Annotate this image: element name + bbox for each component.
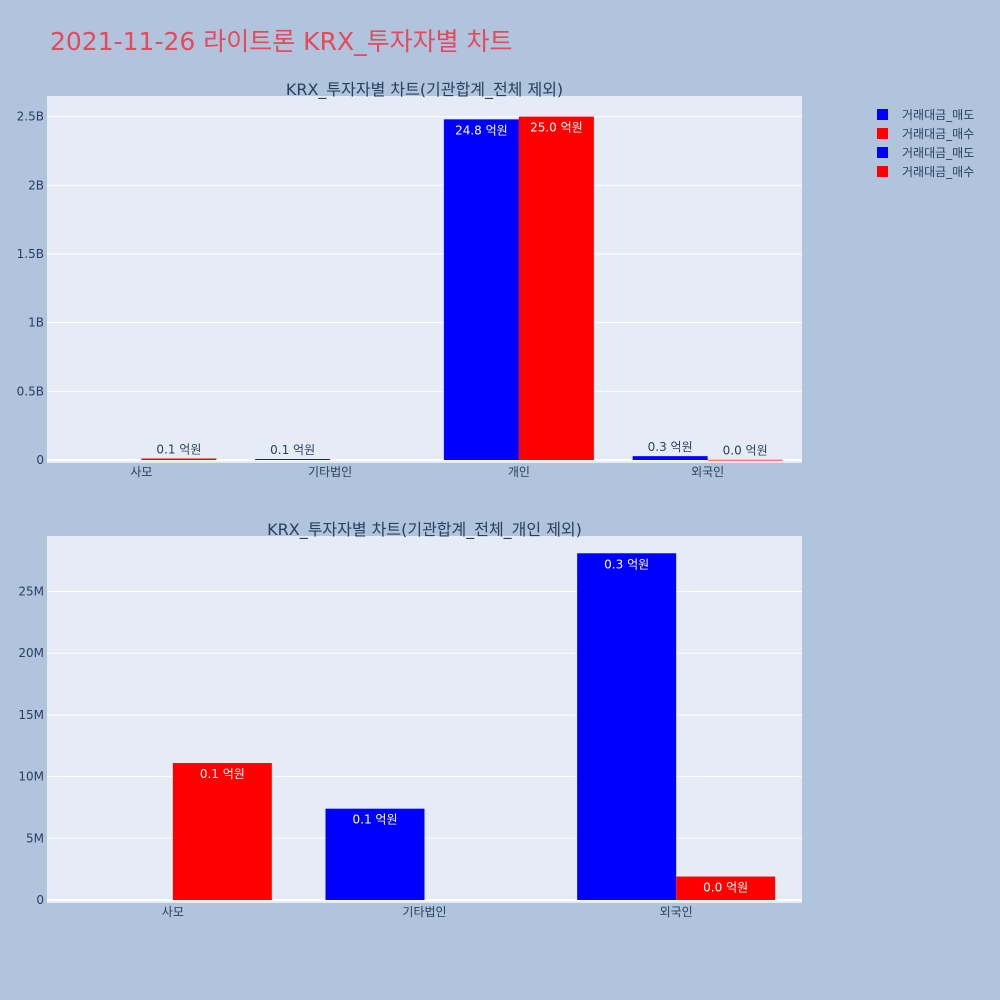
y-tick-label: 15M [18,708,44,722]
legend-label[interactable]: 거래대금_매수 [902,127,974,141]
bar-data-label: 24.8 억원 [455,123,508,137]
x-tick-label: 외국인 [660,905,693,919]
y-tick-label: 1.5B [17,247,44,261]
bar-data-label: 0.1 억원 [156,442,201,456]
bar-data-label: 0.0 억원 [703,881,748,895]
y-tick-label: 0 [36,453,44,467]
bar [141,458,217,460]
x-tick-label: 기타법인 [308,465,352,479]
x-tick-label: 사모 [130,465,152,479]
bar [577,553,677,900]
chart-1: 0 0.5B 1B 1.5B 2B 2.5B 사모 기타법인 개인 외국인 0.1 억원 24.8 억… [17,80,802,479]
bar [325,808,425,900]
legend-label[interactable]: 거래대금_매도 [902,108,974,122]
bar-data-label: 0.0 억원 [723,444,768,458]
bar [255,459,331,460]
plot-area [47,96,802,463]
chart-2: 0 5M 10M 15M 20M 25M 사모 기타법인 외국인 0.1 억원 0.3 억원 0.1 … [18,520,802,919]
x-tick-label: 기타법인 [402,905,446,919]
legend-swatch[interactable] [877,128,888,139]
bar [676,876,776,900]
y-tick-label: 0.5B [17,384,44,398]
x-tick-label: 외국인 [691,465,724,479]
y-tick-label: 5M [26,831,44,845]
legend-label[interactable]: 거래대금_매수 [902,165,974,179]
bar-data-label: 0.3 억원 [604,557,649,571]
chart-title: KRX_투자자별 차트(기관합계_전체_개인 제외) [267,520,582,540]
legend-label[interactable]: 거래대금_매도 [902,146,974,160]
bar [707,459,783,461]
legend-swatch[interactable] [877,109,888,120]
bar-data-label: 0.1 억원 [270,443,315,457]
bar-data-label: 25.0 억원 [530,121,583,135]
y-tick-label: 10M [18,770,44,784]
bar-data-label: 0.3 억원 [648,440,693,454]
y-tick-label: 2B [28,178,44,192]
y-tick-label: 20M [18,646,44,660]
chart-title: KRX_투자자별 차트(기관합계_전체 제외) [286,80,563,100]
bar-data-label: 0.1 억원 [200,767,245,781]
x-tick-label: 사모 [162,905,184,919]
x-tick-label: 개인 [508,465,530,479]
bar [518,116,594,461]
bar [443,119,519,460]
legend-swatch[interactable] [877,166,888,177]
y-tick-label: 1B [28,316,44,330]
page-title: 2021-11-26 라이트론 KRX_투자자별 차트 [50,27,513,56]
y-tick-label: 0 [36,893,44,907]
y-tick-label: 25M [18,585,44,599]
y-tick-label: 2.5B [17,110,44,124]
legend-swatch[interactable] [877,147,888,158]
bar [632,456,708,460]
bar [172,763,272,900]
bar-data-label: 0.1 억원 [353,813,398,827]
